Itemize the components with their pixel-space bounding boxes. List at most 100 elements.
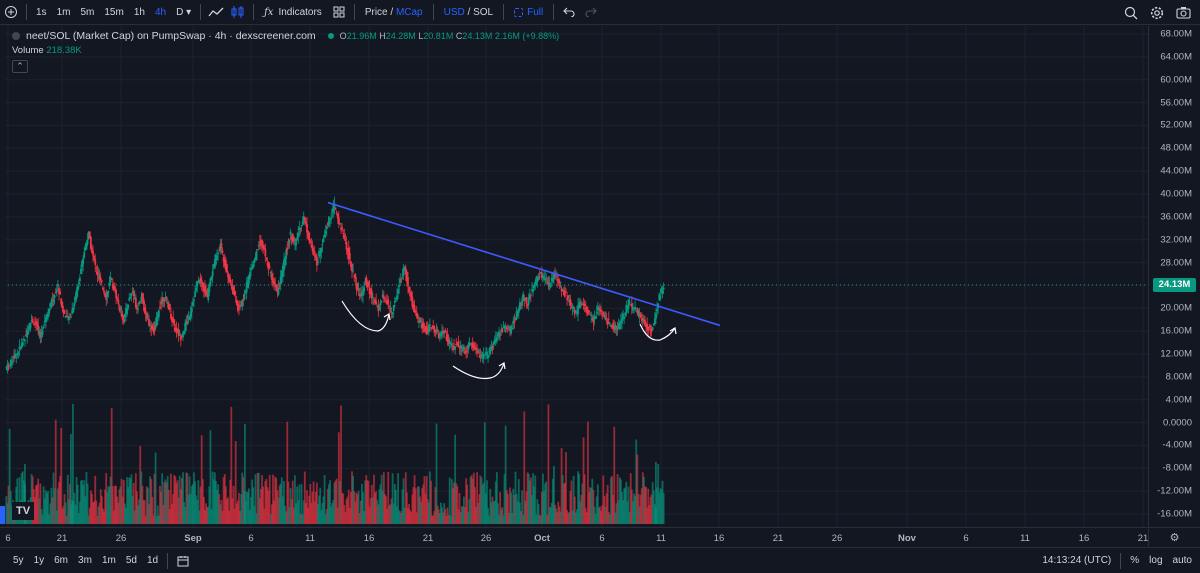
- candles-icon[interactable]: [227, 0, 249, 25]
- range-1y[interactable]: 1y: [33, 555, 45, 566]
- price-axis[interactable]: 68.00M 64.00M 60.00M 56.00M 52.00M 48.00M 44.0…: [1148, 26, 1200, 527]
- scroll-handle[interactable]: [0, 506, 5, 524]
- price-mcap-toggle[interactable]: Price / MCap: [359, 0, 429, 25]
- tradingview-logo[interactable]: TV: [12, 502, 34, 520]
- range-1d[interactable]: 1d: [146, 555, 159, 566]
- volume-bar: [651, 482, 654, 524]
- candle-body: [202, 286, 205, 292]
- full-checkbox[interactable]: [514, 7, 524, 17]
- candle-body: [384, 299, 386, 301]
- candle-body: [350, 261, 352, 268]
- layout-grid-icon[interactable]: [328, 0, 350, 25]
- candle-body: [526, 304, 529, 306]
- candle-body: [36, 322, 38, 326]
- interval-4h[interactable]: 4h: [154, 6, 167, 18]
- candle-body: [43, 321, 46, 323]
- time-axis[interactable]: 6 21 26 Sep 6 11 16 21 26 Oct 6 11 16 21 26 Nov 6 11 16 21: [0, 527, 1148, 547]
- auto-toggle[interactable]: auto: [1172, 555, 1192, 566]
- interval-D[interactable]: D ▾: [176, 6, 192, 18]
- volume-bar: [615, 503, 618, 524]
- redo-icon[interactable]: [580, 0, 602, 25]
- volume-bar: [127, 487, 130, 524]
- candle-body: [411, 296, 414, 307]
- candle-body: [295, 238, 297, 246]
- volume-bar: [97, 506, 100, 524]
- candle-body: [306, 224, 308, 233]
- settings-icon[interactable]: ⚙: [1169, 532, 1180, 544]
- candle-body: [243, 293, 246, 300]
- volume-bar: [378, 489, 381, 524]
- candle-body: [426, 328, 429, 333]
- range-6m[interactable]: 6m: [54, 555, 69, 566]
- candle-body: [221, 250, 224, 253]
- volume-bar: [382, 472, 385, 524]
- volume-bar: [218, 494, 221, 524]
- chart-type-icon[interactable]: [205, 0, 227, 25]
- full-toggle[interactable]: Full: [508, 0, 549, 25]
- volume-bar: [638, 506, 641, 524]
- gear-icon[interactable]: [1146, 0, 1168, 25]
- camera-icon[interactable]: [1172, 0, 1194, 25]
- time-tick: 26: [115, 533, 127, 544]
- volume-bar: [662, 492, 665, 524]
- volume-bar: [140, 471, 143, 524]
- interval-5m[interactable]: 5m: [80, 6, 95, 18]
- chart-pane[interactable]: [0, 26, 1148, 527]
- interval-1s[interactable]: 1s: [36, 6, 47, 18]
- status-dot: [327, 33, 334, 39]
- percent-toggle[interactable]: %: [1130, 555, 1140, 566]
- volume-bar: [288, 507, 291, 524]
- candle-body: [634, 306, 637, 310]
- time-tick: Oct: [534, 533, 550, 544]
- interval-group: 1s 1m 5m 15m 1h 4h D ▾: [31, 0, 196, 25]
- candle-body: [39, 332, 42, 337]
- candle-body: [231, 286, 234, 291]
- volume-bar: [525, 491, 528, 524]
- search-icon[interactable]: [1120, 0, 1142, 25]
- volume-bar: [245, 491, 248, 524]
- calendar-icon[interactable]: [172, 548, 194, 573]
- volume-bar: [648, 505, 651, 524]
- candle-body: [528, 294, 531, 299]
- candle-body: [469, 344, 472, 346]
- range-1m[interactable]: 1m: [101, 555, 116, 566]
- currency-toggle[interactable]: USD / SOL: [438, 0, 499, 25]
- range-5d[interactable]: 5d: [125, 555, 137, 566]
- candle-body: [481, 353, 484, 358]
- time-tick: 26: [831, 533, 843, 544]
- price-chart[interactable]: [0, 26, 1148, 527]
- interval-1m[interactable]: 1m: [56, 6, 71, 18]
- interval-1h[interactable]: 1h: [133, 6, 145, 18]
- volume-bar: [545, 481, 548, 524]
- candle-body: [147, 318, 149, 320]
- candle-body: [226, 264, 228, 273]
- volume-bar: [621, 492, 623, 524]
- add-symbol-icon[interactable]: [0, 0, 22, 25]
- volume-bar: [536, 499, 539, 524]
- candle-body: [52, 299, 55, 302]
- candle-body: [110, 278, 113, 280]
- volume-bar: [128, 477, 131, 524]
- candle-body: [205, 290, 207, 296]
- volume-bar: [35, 485, 37, 524]
- volume-bar: [149, 476, 152, 524]
- candle-body: [422, 322, 425, 328]
- candle-body: [633, 307, 635, 309]
- volume-bar: [185, 472, 188, 524]
- volume-bar: [47, 491, 49, 524]
- collapse-legend-button[interactable]: ⌃: [12, 60, 28, 73]
- volume-bar: [458, 492, 461, 524]
- candle-body: [393, 300, 396, 303]
- clock-time[interactable]: 14:13:24 (UTC): [1042, 555, 1112, 566]
- range-3m[interactable]: 3m: [78, 555, 92, 566]
- undo-icon[interactable]: [558, 0, 580, 25]
- candle-body: [466, 351, 469, 353]
- interval-15m[interactable]: 15m: [104, 6, 124, 18]
- indicators-button[interactable]: ƒx Indicators: [258, 0, 328, 25]
- log-toggle[interactable]: log: [1149, 555, 1163, 566]
- candle-body: [524, 297, 527, 300]
- candle-body: [115, 289, 117, 298]
- range-5y[interactable]: 5y: [13, 555, 24, 566]
- candle-body: [395, 298, 397, 300]
- volume-bar: [276, 490, 279, 524]
